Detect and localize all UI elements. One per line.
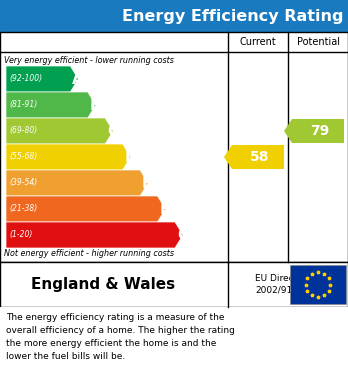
Text: EU Directive
2002/91/EC: EU Directive 2002/91/EC [255, 274, 311, 295]
Text: (69-80): (69-80) [9, 127, 37, 136]
Text: 79: 79 [310, 124, 330, 138]
Text: (21-38): (21-38) [9, 204, 37, 213]
Text: B: B [90, 97, 101, 113]
Bar [0, 262, 348, 307]
Polygon shape [224, 145, 284, 169]
Text: F: F [159, 201, 170, 217]
Bar [0, 32, 348, 262]
Text: (92-100): (92-100) [9, 75, 42, 84]
Text: C: C [107, 124, 118, 138]
Polygon shape [6, 144, 130, 170]
Text: Current: Current [240, 37, 276, 47]
Polygon shape [6, 170, 148, 196]
Bar [0, 307, 348, 391]
Text: (55-68): (55-68) [9, 152, 37, 161]
Text: The energy efficiency rating is a measure of the
overall efficiency of a home. T: The energy efficiency rating is a measur… [6, 313, 235, 361]
Text: England & Wales: England & Wales [31, 277, 175, 292]
Text: (39-54): (39-54) [9, 179, 37, 188]
Text: Not energy efficient - higher running costs: Not energy efficient - higher running co… [4, 249, 174, 258]
Bar [0, 0, 348, 32]
Polygon shape [6, 92, 96, 118]
Text: 58: 58 [250, 150, 270, 164]
Text: E: E [142, 176, 152, 190]
Text: A: A [72, 72, 84, 86]
Text: Very energy efficient - lower running costs: Very energy efficient - lower running co… [4, 56, 174, 65]
Polygon shape [6, 118, 113, 144]
Polygon shape [284, 119, 344, 143]
Polygon shape [6, 196, 166, 222]
Text: G: G [177, 228, 189, 242]
Text: (81-91): (81-91) [9, 100, 37, 109]
Bar [290, 265, 346, 304]
Text: D: D [125, 149, 137, 165]
Text: Energy Efficiency Rating: Energy Efficiency Rating [122, 9, 343, 23]
Text: (1-20): (1-20) [9, 231, 32, 240]
Text: Potential: Potential [296, 37, 340, 47]
Polygon shape [6, 66, 78, 92]
Polygon shape [6, 222, 183, 248]
